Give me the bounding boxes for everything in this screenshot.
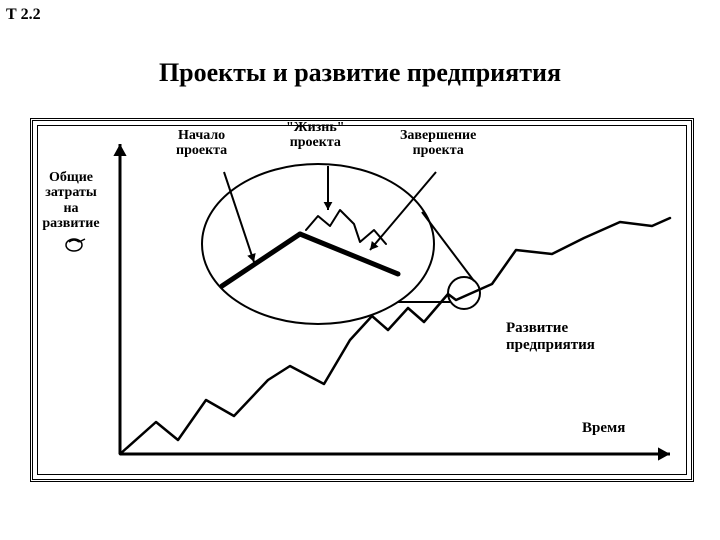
y-axis-label: Общие затраты на развитие xyxy=(34,170,108,232)
label-start: Начало проекта xyxy=(176,128,227,159)
page-code: Т 2.2 xyxy=(6,6,41,24)
label-life: "Жизнь" проекта xyxy=(286,120,345,151)
cost-icon xyxy=(65,236,89,254)
label-end: Завершение проекта xyxy=(400,128,476,159)
x-axis-label: Время xyxy=(582,420,625,437)
label-development: Развитие предприятия xyxy=(506,320,595,353)
diagram-title: Проекты и развитие предприятия xyxy=(0,58,720,88)
